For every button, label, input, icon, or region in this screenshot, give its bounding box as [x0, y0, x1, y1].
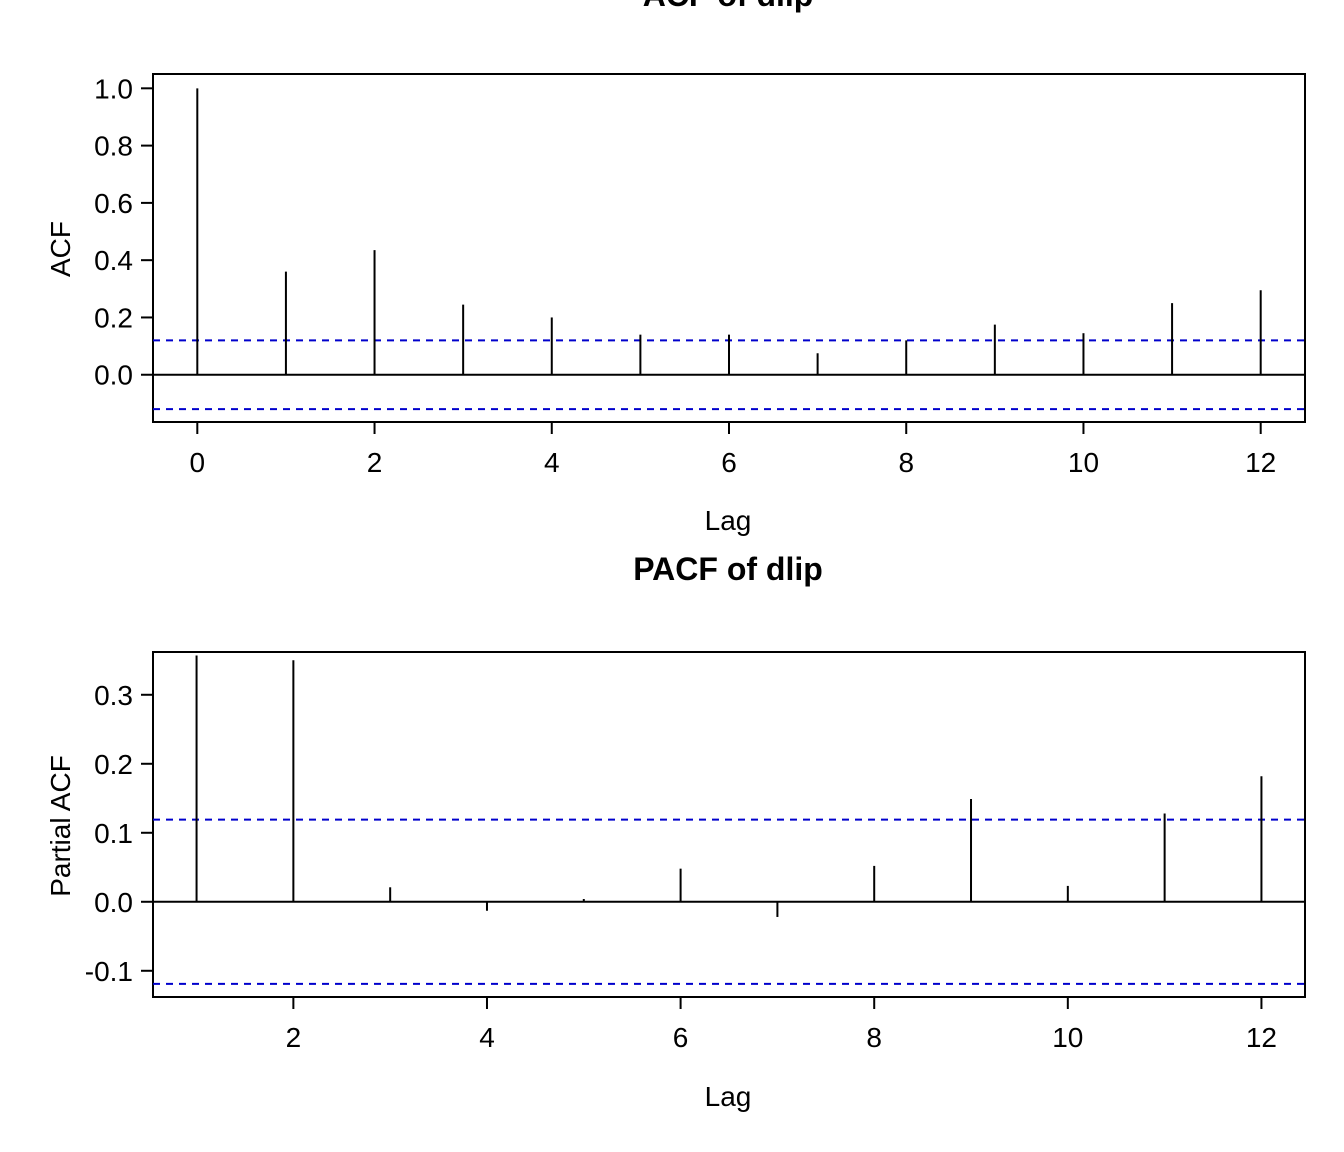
- pacf-x-tick-label: 12: [1246, 1022, 1277, 1053]
- pacf-panel: PACF of dlip Lag Partial ACF 2 4 6 8 10 12 -0.…: [45, 551, 1306, 1112]
- acf-y-axis-label: ACF: [45, 221, 76, 277]
- pacf-x-axis-label: Lag: [705, 1081, 752, 1112]
- pacf-plot-frame: [152, 651, 1306, 998]
- pacf-chart-title: PACF of dlip: [633, 551, 823, 587]
- pacf-x-tick-label: 10: [1052, 1022, 1083, 1053]
- pacf-x-tick-label: 8: [866, 1022, 882, 1053]
- acf-x-tick-label: 10: [1068, 447, 1099, 478]
- acf-x-tick-label: 4: [544, 447, 560, 478]
- acf-y-tick-label: 0.8: [94, 131, 133, 162]
- acf-x-axis-label: Lag: [705, 505, 752, 536]
- pacf-y-tick-label: 0.2: [94, 749, 133, 780]
- pacf-x-tick-label: 6: [673, 1022, 689, 1053]
- pacf-x-tick-label: 2: [286, 1022, 302, 1053]
- acf-x-tick-label: 6: [721, 447, 737, 478]
- acf-x-tick-label: 0: [190, 447, 206, 478]
- acf-x-tick-label: 8: [898, 447, 914, 478]
- acf-y-tick-label: 0.6: [94, 188, 133, 219]
- acf-x-tick-label: 12: [1245, 447, 1276, 478]
- pacf-y-tick-label: 0.3: [94, 680, 133, 711]
- acf-y-tick-label: 1.0: [94, 73, 133, 104]
- pacf-y-tick-label: 0.1: [94, 818, 133, 849]
- acf-y-tick-label: 0.4: [94, 245, 133, 276]
- acf-y-tick-label: 0.0: [94, 360, 133, 391]
- pacf-y-tick-label: 0.0: [94, 887, 133, 918]
- acf-chart-title: ACF of dlip: [643, 0, 814, 13]
- acf-panel: ACF of dlip Lag ACF 0 2 4 6 8 10 12 0.0 0.2 0.4 0.…: [45, 0, 1306, 536]
- acf-y-tick-label: 0.2: [94, 302, 133, 333]
- pacf-y-axis-label: Partial ACF: [45, 755, 76, 897]
- pacf-y-tick-label: -0.1: [85, 956, 133, 987]
- acf-x-tick-label: 2: [367, 447, 383, 478]
- pacf-x-tick-label: 4: [479, 1022, 495, 1053]
